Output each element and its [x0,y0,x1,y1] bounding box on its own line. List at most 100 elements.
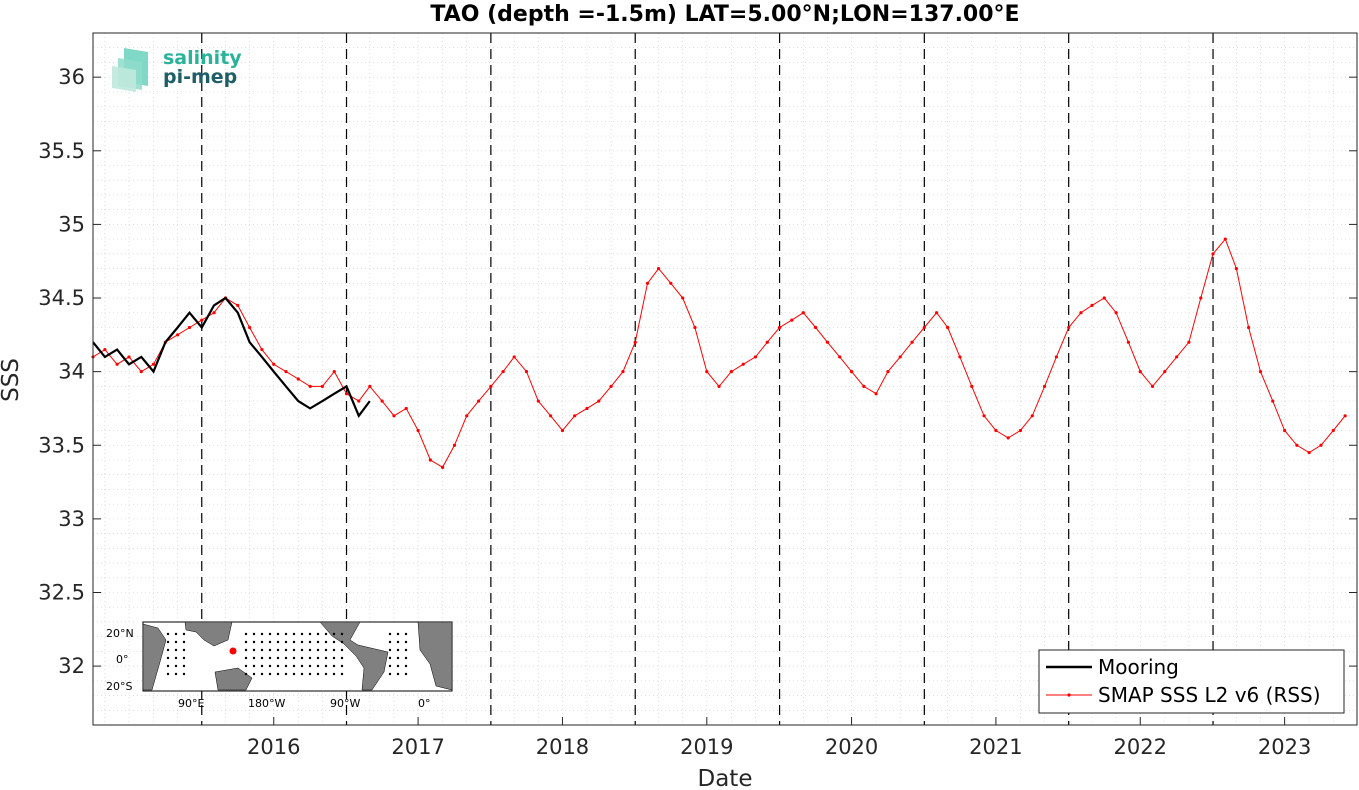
data-point-smap [332,370,336,374]
data-point-smap [308,384,312,388]
data-point-smap [344,392,349,396]
data-point-smap [777,325,782,330]
data-point-smap [958,355,962,359]
inset-mooring-dot [276,632,280,636]
data-point-smap [1150,384,1155,388]
data-point-smap [609,384,613,388]
data-point-smap [1199,296,1203,300]
y-tick-label: 34.5 [38,286,85,310]
data-point-smap [1126,340,1131,344]
inset-mooring-dot [260,640,264,644]
data-point-smap [1090,303,1094,307]
data-point-smap [357,399,361,403]
inset-mooring-dot [182,672,186,676]
inset-mooring-dot [388,640,392,644]
data-point-smap [801,311,805,315]
inset-mooring-dot [260,632,264,636]
inset-map-ocean [142,621,453,692]
inset-mooring-dot [268,648,272,652]
inset-mooring-dot [252,648,256,652]
data-point-smap [489,384,493,388]
inset-mooring-dot [404,632,408,636]
data-point-smap [272,362,276,366]
data-point-smap [441,465,445,469]
plot-area [91,32,1358,726]
inset-mooring-dot [300,664,304,668]
data-point-smap [392,414,396,418]
data-point-smap [1307,451,1311,455]
inset-mooring-dot [300,656,304,660]
inset-mooring-dot [340,648,344,652]
inset-mooring-dot [284,672,288,676]
data-point-smap [585,406,589,411]
inset-mooring-dot [388,648,392,652]
data-point-smap [1295,443,1299,447]
x-tick-label: 2018 [536,735,589,759]
inset-mooring-dot [276,672,280,676]
inset-y-label-south: 20°S [106,680,132,693]
data-point-smap [368,384,372,388]
data-point-smap [886,370,890,374]
inset-mooring-dot [276,640,280,644]
data-point-smap [898,355,902,359]
inset-mooring-dot [166,648,170,652]
inset-mooring-dot [292,664,296,668]
inset-mooring-dot [404,664,408,668]
inset-mooring-dot [182,640,186,644]
inset-mooring-dot [300,648,304,652]
inset-mooring-dot [332,632,336,636]
data-point-smap [404,406,408,411]
y-tick-label: 33 [58,507,85,531]
data-point-smap [187,325,192,330]
x-tick-label: 2019 [680,735,733,759]
inset-mooring-dot [324,632,328,636]
inset-mooring-dot [166,664,170,668]
data-point-smap [1234,266,1238,271]
inset-mooring-dot [388,656,392,660]
y-tick-label: 33.5 [38,433,85,457]
data-point-smap [236,303,240,307]
legend-marker-smap [1067,693,1071,697]
inset-mooring-dot [244,632,248,636]
y-tick-label: 36 [58,65,85,89]
inset-mooring-dot [292,672,296,676]
data-point-smap [284,370,288,374]
inset-mooring-dot [388,672,392,676]
inset-mooring-dot [284,664,288,668]
inset-mooring-dot [276,664,280,668]
inset-mooring-dot [260,664,264,668]
data-point-smap [139,370,143,374]
data-point-smap [1067,325,1071,330]
data-point-smap [1343,414,1347,418]
inset-mooring-dot [252,672,256,676]
data-point-smap [1138,370,1142,374]
data-point-smap [621,370,625,374]
x-tick-label: 2022 [1114,735,1167,759]
data-point-smap [729,370,733,374]
data-point-smap [934,311,939,315]
data-point-smap [477,399,481,403]
data-point-smap [465,414,469,418]
inset-mooring-dot [174,672,178,676]
data-point-smap [1271,399,1275,403]
data-point-smap [813,325,818,330]
inset-mooring-dot [268,664,272,668]
data-point-smap [296,377,300,381]
inset-mooring-dot [174,632,178,636]
data-point-smap [693,325,697,330]
series-line-mooring [92,296,371,418]
logo-text-salinity: salinity [163,47,242,69]
data-point-smap [1163,370,1167,374]
inset-mooring-dot [388,664,392,668]
data-point-smap [1247,325,1251,330]
inset-map-land-africa-east [417,621,453,691]
inset-mooring-dot [244,664,248,668]
inset-mooring-dot [292,648,296,652]
inset-mooring-dot [268,640,272,644]
inset-mooring-dot [244,648,248,652]
data-point-smap [849,370,854,374]
inset-mooring-dot [404,656,408,660]
inset-mooring-dot [276,648,280,652]
inset-mooring-dot [332,656,336,660]
